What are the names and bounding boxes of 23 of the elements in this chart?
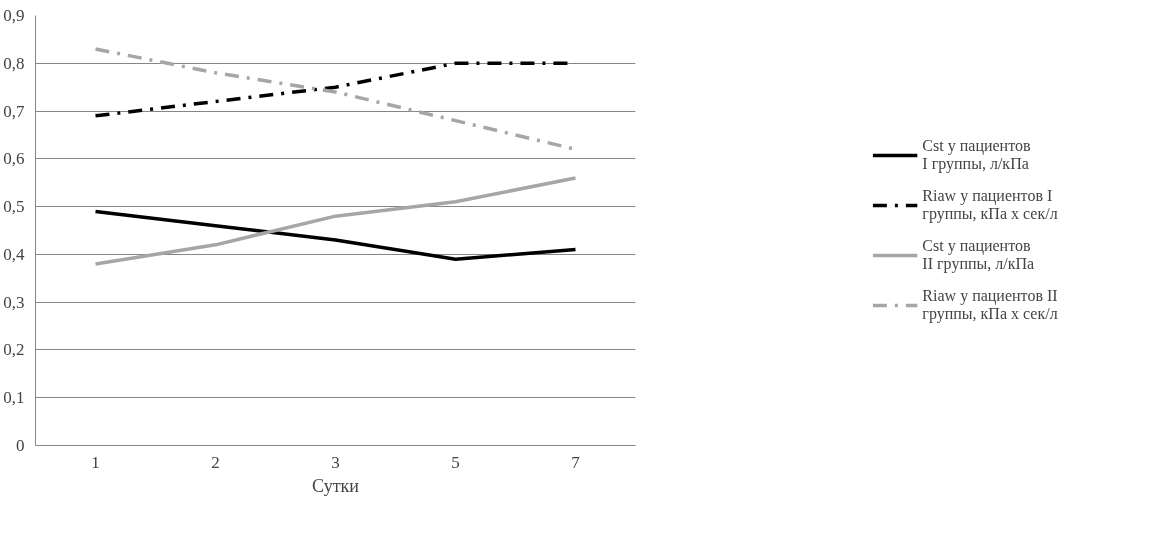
y-tick-label: 0 — [16, 436, 25, 455]
y-tick-label: 0,4 — [3, 244, 25, 264]
y-tick-label: 0,9 — [3, 6, 25, 25]
y-tick-label: 0,8 — [3, 53, 25, 73]
legend-label: Cst у пациентов I группы, л/кПа — [922, 137, 1031, 173]
x-axis-title: Сутки — [312, 475, 360, 496]
x-tick-label: 5 — [451, 452, 460, 472]
line-series — [93, 61, 578, 118]
x-tick-label: 1 — [91, 452, 100, 472]
legend-label: Riaw у пациентов I группы, кПа х сек/л — [922, 187, 1058, 223]
y-tick-label: 0,6 — [3, 149, 25, 169]
y-tick-label: 0,2 — [3, 340, 25, 360]
x-tick-label: 3 — [331, 452, 340, 472]
legend-label: Cst у пациентов II группы, л/кПа — [922, 237, 1035, 273]
y-tick-label: 0,3 — [3, 292, 25, 312]
x-tick-label: 2 — [211, 452, 220, 472]
y-tick-label: 0,1 — [3, 388, 25, 408]
line-series — [93, 209, 578, 261]
y-tick-label: 0,5 — [3, 197, 25, 217]
legend-label: Riaw у пациентов II группы, кПа х сек/л — [922, 287, 1058, 323]
line-series — [93, 176, 578, 266]
y-tick-label: 0,7 — [3, 101, 25, 121]
x-tick-label: 7 — [571, 452, 581, 472]
